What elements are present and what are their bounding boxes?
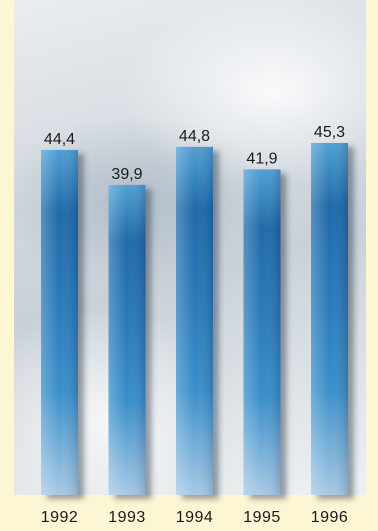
value-label-1996: 45,3 [314,124,345,141]
value-label-1994: 44,8 [179,128,210,145]
x-tick-label-1995: 1995 [243,509,281,526]
x-tick-label-1996: 1996 [311,509,349,526]
x-tick-label-1993: 1993 [108,509,146,526]
x-tick-label-1992: 1992 [41,509,79,526]
bar-sheen-1994 [176,146,213,496]
bar-sheen-1996 [311,143,348,495]
value-label-1992: 44,4 [44,131,75,148]
x-tick-label-1994: 1994 [176,509,214,526]
bar-sheen-1992 [41,149,78,495]
value-label-1993: 39,9 [111,166,142,183]
bar-sheen-1993 [108,184,146,495]
value-label-1995: 41,9 [246,150,277,167]
bar-sheen-1995 [243,169,281,495]
